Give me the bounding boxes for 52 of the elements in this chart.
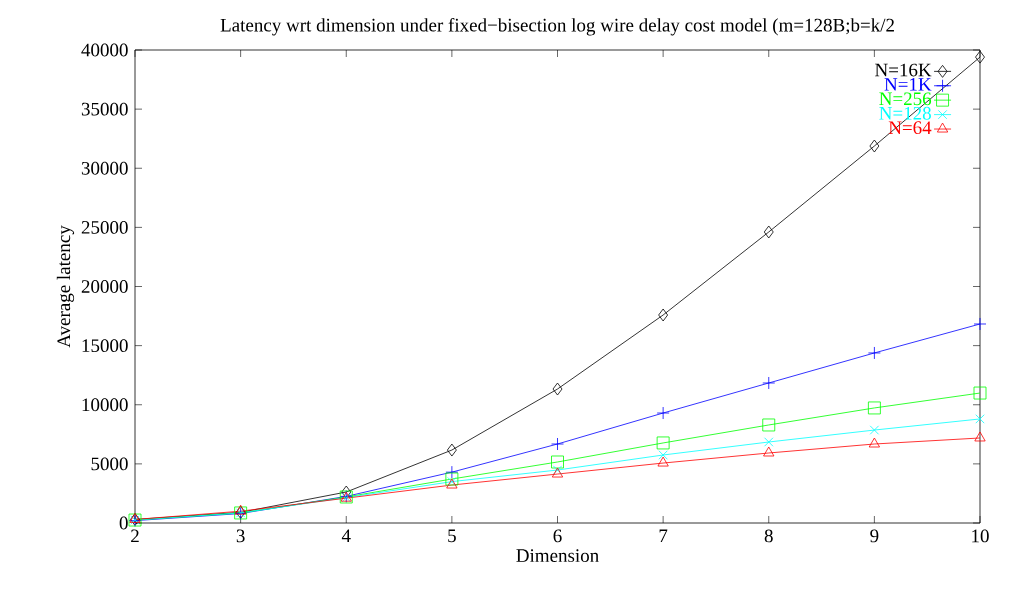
y-tick-label: 0 (119, 516, 128, 530)
y-axis-title: Average latency (56, 225, 75, 348)
point (867, 401, 881, 415)
point (975, 50, 985, 64)
y-tick-label: 15000 (82, 339, 128, 353)
x-tick-label: 10 (972, 529, 989, 543)
x-tick-label: 6 (553, 529, 562, 543)
point (763, 446, 775, 457)
y-tick-label: 30000 (81, 161, 128, 175)
legend-label: N=16K (875, 63, 932, 77)
point (973, 317, 987, 331)
legend-label: N=64 (888, 121, 932, 135)
y-tick-label: 20000 (81, 280, 128, 293)
legend-label: N=1K (884, 78, 932, 91)
point (445, 472, 459, 486)
x-tick-label: 7 (659, 529, 668, 542)
point (656, 436, 670, 450)
point (869, 139, 880, 153)
point (658, 308, 669, 322)
x-axis-title: Dimension (516, 549, 599, 562)
point (551, 455, 564, 469)
x-tick-label: 8 (764, 529, 773, 543)
y-tick-label: 10000 (82, 398, 128, 412)
point (867, 346, 881, 360)
y-tick-label: 35000 (81, 102, 128, 116)
point (869, 425, 880, 435)
x-tick-label: 3 (236, 529, 245, 543)
y-tick-label: 25000 (81, 220, 128, 234)
x-tick-label: 9 (870, 529, 879, 543)
point (868, 437, 880, 448)
legend-label: N=256 (879, 92, 932, 106)
point (973, 386, 987, 400)
chart-title: Latency wrt dimension under fixed−bisection log wire delay cost model (m=128B;b=k/2 (220, 18, 894, 36)
y-tick-label: 40000 (81, 43, 128, 57)
legend-label: N=128 (879, 106, 931, 120)
point (551, 437, 564, 451)
y-tick-label: 5000 (91, 457, 128, 471)
point (657, 456, 669, 467)
point (762, 418, 776, 432)
point (762, 376, 776, 390)
point (656, 406, 670, 420)
point (974, 431, 986, 442)
point (552, 382, 563, 396)
point (235, 504, 247, 515)
point (763, 225, 774, 239)
x-tick-label: 2 (131, 529, 139, 543)
point (658, 450, 668, 460)
x-tick-label: 5 (448, 529, 456, 543)
point (975, 414, 985, 424)
point (764, 437, 774, 447)
point (446, 443, 457, 457)
x-tick-label: 4 (341, 529, 351, 543)
